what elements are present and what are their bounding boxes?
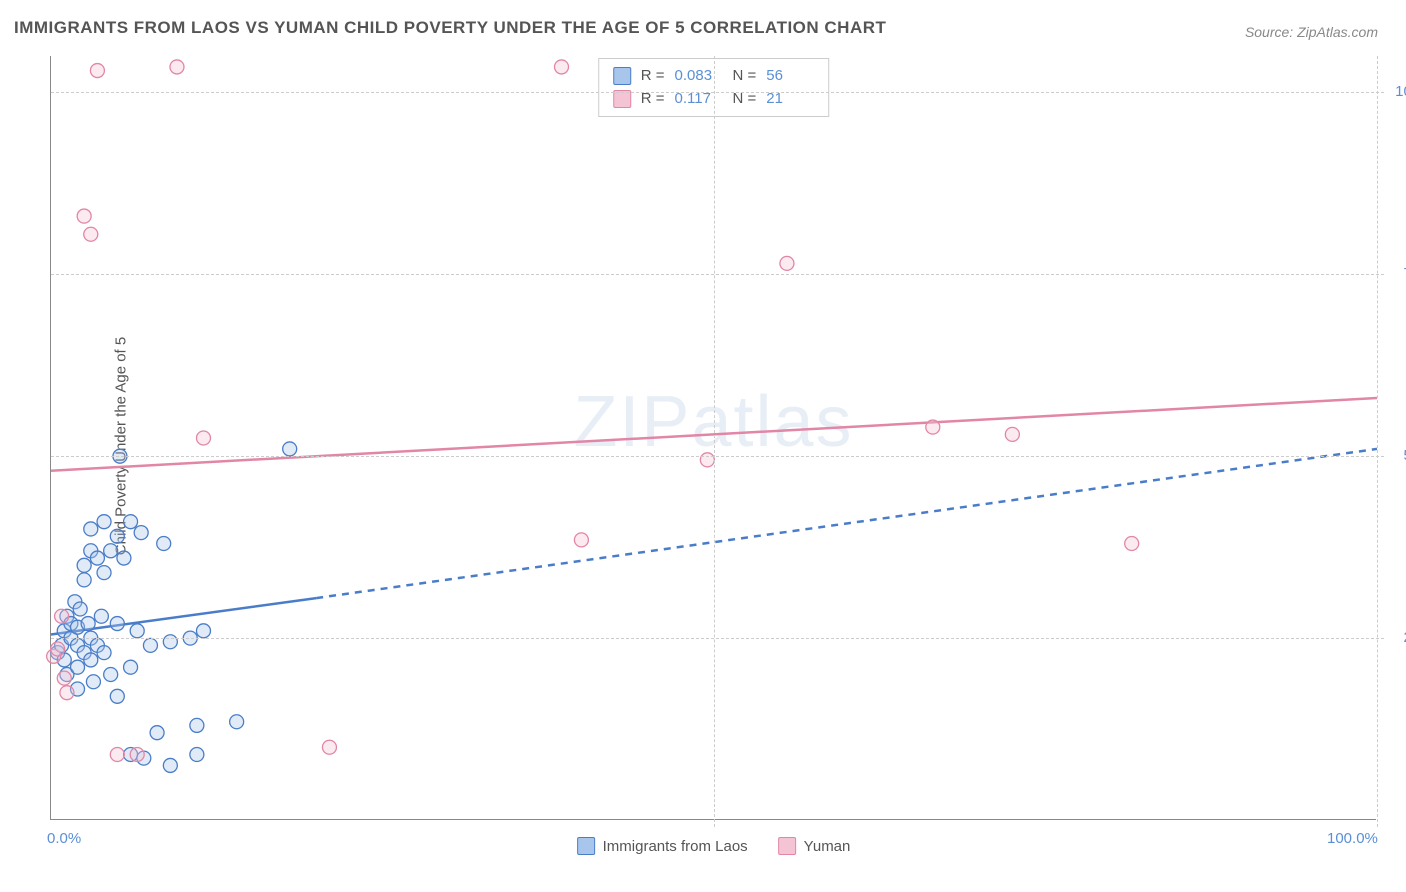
data-point	[84, 522, 98, 536]
data-point	[163, 758, 177, 772]
data-point	[77, 573, 91, 587]
chart-title: IMMIGRANTS FROM LAOS VS YUMAN CHILD POVE…	[14, 18, 886, 38]
gridline-h	[51, 456, 1384, 457]
data-point	[134, 526, 148, 540]
trendline-dashed-0	[316, 449, 1377, 598]
data-point	[110, 748, 124, 762]
data-point	[555, 60, 569, 74]
y-tick-label: 75.0%	[1386, 265, 1406, 282]
stats-r-label: R =	[641, 65, 665, 88]
data-point	[60, 686, 74, 700]
data-point	[230, 715, 244, 729]
data-point	[71, 660, 85, 674]
data-point	[130, 748, 144, 762]
x-tick-label: 0.0%	[47, 830, 81, 847]
legend-swatch-1	[778, 837, 796, 855]
data-point	[157, 537, 171, 551]
data-point	[84, 227, 98, 241]
gridline-h	[51, 92, 1384, 93]
data-point	[190, 718, 204, 732]
gridline-v	[714, 56, 715, 827]
data-point	[124, 660, 138, 674]
gridline-h	[51, 274, 1384, 275]
legend-swatch-0	[577, 837, 595, 855]
data-point	[110, 529, 124, 543]
data-point	[196, 431, 210, 445]
data-point	[283, 442, 297, 456]
swatch-series-0	[613, 67, 631, 85]
data-point	[104, 544, 118, 558]
y-tick-label: 50.0%	[1386, 447, 1406, 464]
data-point	[104, 667, 118, 681]
bottom-legend: Immigrants from Laos Yuman	[577, 837, 851, 855]
data-point	[574, 533, 588, 547]
legend-item-0: Immigrants from Laos	[577, 837, 748, 855]
data-point	[57, 671, 71, 685]
data-point	[90, 551, 104, 565]
data-point	[94, 609, 108, 623]
data-point	[1005, 427, 1019, 441]
legend-label-0: Immigrants from Laos	[603, 838, 748, 855]
data-point	[117, 551, 131, 565]
data-point	[110, 617, 124, 631]
data-point	[97, 515, 111, 529]
data-point	[780, 256, 794, 270]
stats-r-value-0: 0.083	[675, 65, 723, 88]
stats-n-value-0: 56	[766, 65, 814, 88]
data-point	[1125, 537, 1139, 551]
data-point	[143, 638, 157, 652]
data-point	[196, 624, 210, 638]
gridline-v	[1377, 56, 1378, 827]
stats-n-label: N =	[733, 65, 757, 88]
data-point	[163, 635, 177, 649]
source-attribution: Source: ZipAtlas.com	[1245, 24, 1378, 40]
plot-area: ZIPatlas R = 0.083 N = 56 R = 0.117 N = …	[50, 56, 1376, 820]
data-point	[84, 653, 98, 667]
data-point	[700, 453, 714, 467]
stats-r-value-1: 0.117	[675, 88, 723, 111]
data-point	[97, 646, 111, 660]
stats-n-value-1: 21	[766, 88, 814, 111]
data-point	[77, 209, 91, 223]
data-point	[81, 617, 95, 631]
data-point	[55, 609, 69, 623]
legend-label-1: Yuman	[804, 838, 851, 855]
data-point	[124, 515, 138, 529]
data-point	[77, 558, 91, 572]
data-point	[51, 642, 65, 656]
legend-item-1: Yuman	[778, 837, 851, 855]
data-point	[150, 726, 164, 740]
data-point	[130, 624, 144, 638]
data-point	[190, 748, 204, 762]
stats-n-label: N =	[733, 88, 757, 111]
data-point	[86, 675, 100, 689]
data-point	[322, 740, 336, 754]
data-point	[90, 64, 104, 78]
data-point	[110, 689, 124, 703]
data-point	[170, 60, 184, 74]
y-tick-label: 100.0%	[1386, 83, 1406, 100]
data-point	[926, 420, 940, 434]
chart-container: IMMIGRANTS FROM LAOS VS YUMAN CHILD POVE…	[0, 0, 1406, 892]
data-point	[73, 602, 87, 616]
gridline-h	[51, 638, 1384, 639]
data-point	[97, 566, 111, 580]
stats-r-label: R =	[641, 88, 665, 111]
x-tick-label: 100.0%	[1327, 830, 1378, 847]
y-tick-label: 25.0%	[1386, 629, 1406, 646]
